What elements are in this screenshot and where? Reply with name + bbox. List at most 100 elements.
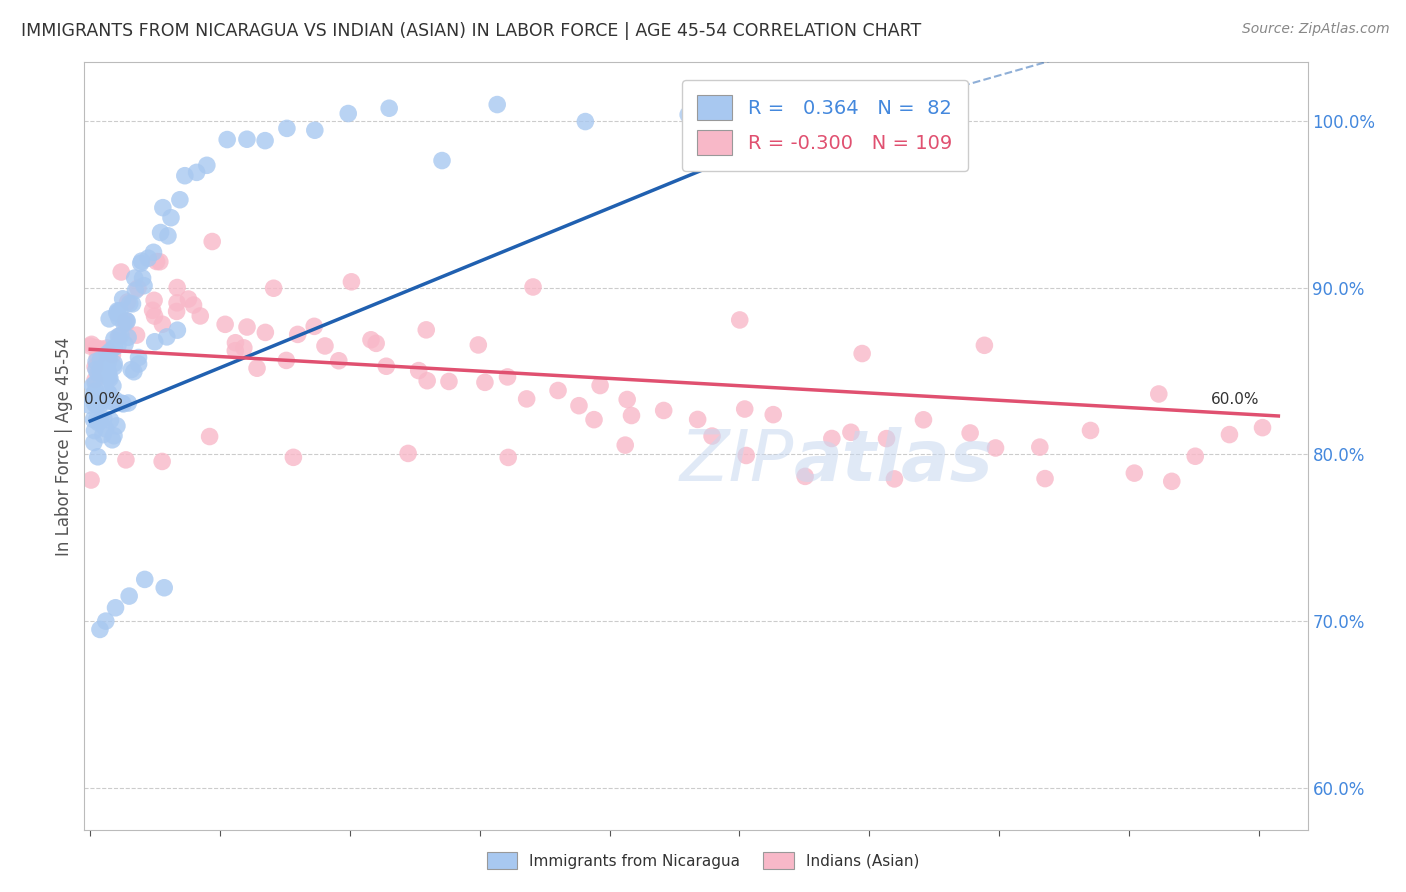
Point [150,454,173,468]
Point [589,378,612,392]
Point [166,280,188,294]
Point [166,323,188,337]
Point [83,387,105,401]
Point [516,392,538,406]
Point [103,356,125,370]
Y-axis label: In Labor Force | Age 45-54: In Labor Force | Age 45-54 [55,336,73,556]
Text: ZIP: ZIP [679,427,794,496]
Point [87,396,110,410]
Point [254,134,277,148]
Point [173,169,195,183]
Point [84,359,107,374]
Point [652,403,675,417]
Point [128,357,150,371]
Point [143,334,166,349]
Point [97,394,120,409]
Point [107,303,129,318]
Point [118,296,141,310]
Point [94,343,117,358]
Point [360,333,382,347]
Point [104,600,127,615]
Point [984,441,1007,455]
Point [97,370,120,384]
Point [97,386,120,401]
Point [467,338,489,352]
Point [112,317,135,331]
Point [145,254,167,268]
Point [224,343,246,358]
Point [304,123,326,137]
Point [96,347,118,361]
Point [142,245,165,260]
Point [396,446,419,460]
Point [118,589,141,603]
Point [276,353,298,368]
Point [263,281,285,295]
Point [115,314,138,328]
Point [302,319,325,334]
Point [620,409,643,423]
Text: 60.0%: 60.0% [1211,392,1258,408]
Point [101,348,124,362]
Point [84,354,107,368]
Point [83,391,105,405]
Point [87,416,110,430]
Point [90,342,112,356]
Point [142,303,165,318]
Point [131,271,153,285]
Point [1184,449,1206,463]
Point [762,408,785,422]
Legend: Immigrants from Nicaragua, Indians (Asian): Immigrants from Nicaragua, Indians (Asia… [481,846,925,875]
Point [86,412,108,426]
Point [117,295,139,310]
Point [276,121,298,136]
Point [224,335,246,350]
Point [101,433,124,447]
Point [100,413,122,427]
Point [87,450,110,464]
Point [83,435,105,450]
Point [114,337,136,351]
Point [1029,440,1052,454]
Point [84,373,107,387]
Point [89,398,111,412]
Point [98,371,121,385]
Point [84,384,107,398]
Point [686,412,709,426]
Point [89,343,111,357]
Point [236,132,259,146]
Point [973,338,995,352]
Text: atlas: atlas [794,427,994,496]
Point [80,337,103,351]
Point [134,573,156,587]
Point [366,336,388,351]
Point [82,412,104,426]
Point [128,351,150,365]
Point [115,317,138,331]
Point [97,366,120,380]
Point [340,275,363,289]
Point [97,386,120,401]
Point [156,228,179,243]
Point [115,453,138,467]
Point [150,317,173,331]
Point [149,254,172,268]
Point [314,339,336,353]
Point [547,384,569,398]
Point [378,101,401,115]
Point [214,318,236,332]
Point [283,450,305,465]
Point [105,306,128,320]
Point [183,298,205,312]
Point [1080,424,1102,438]
Point [83,397,105,411]
Point [246,361,269,376]
Point [254,326,277,340]
Point [104,393,127,408]
Point [574,114,596,128]
Point [87,366,110,380]
Point [676,108,699,122]
Point [77,398,100,412]
Point [112,397,135,411]
Point [110,265,132,279]
